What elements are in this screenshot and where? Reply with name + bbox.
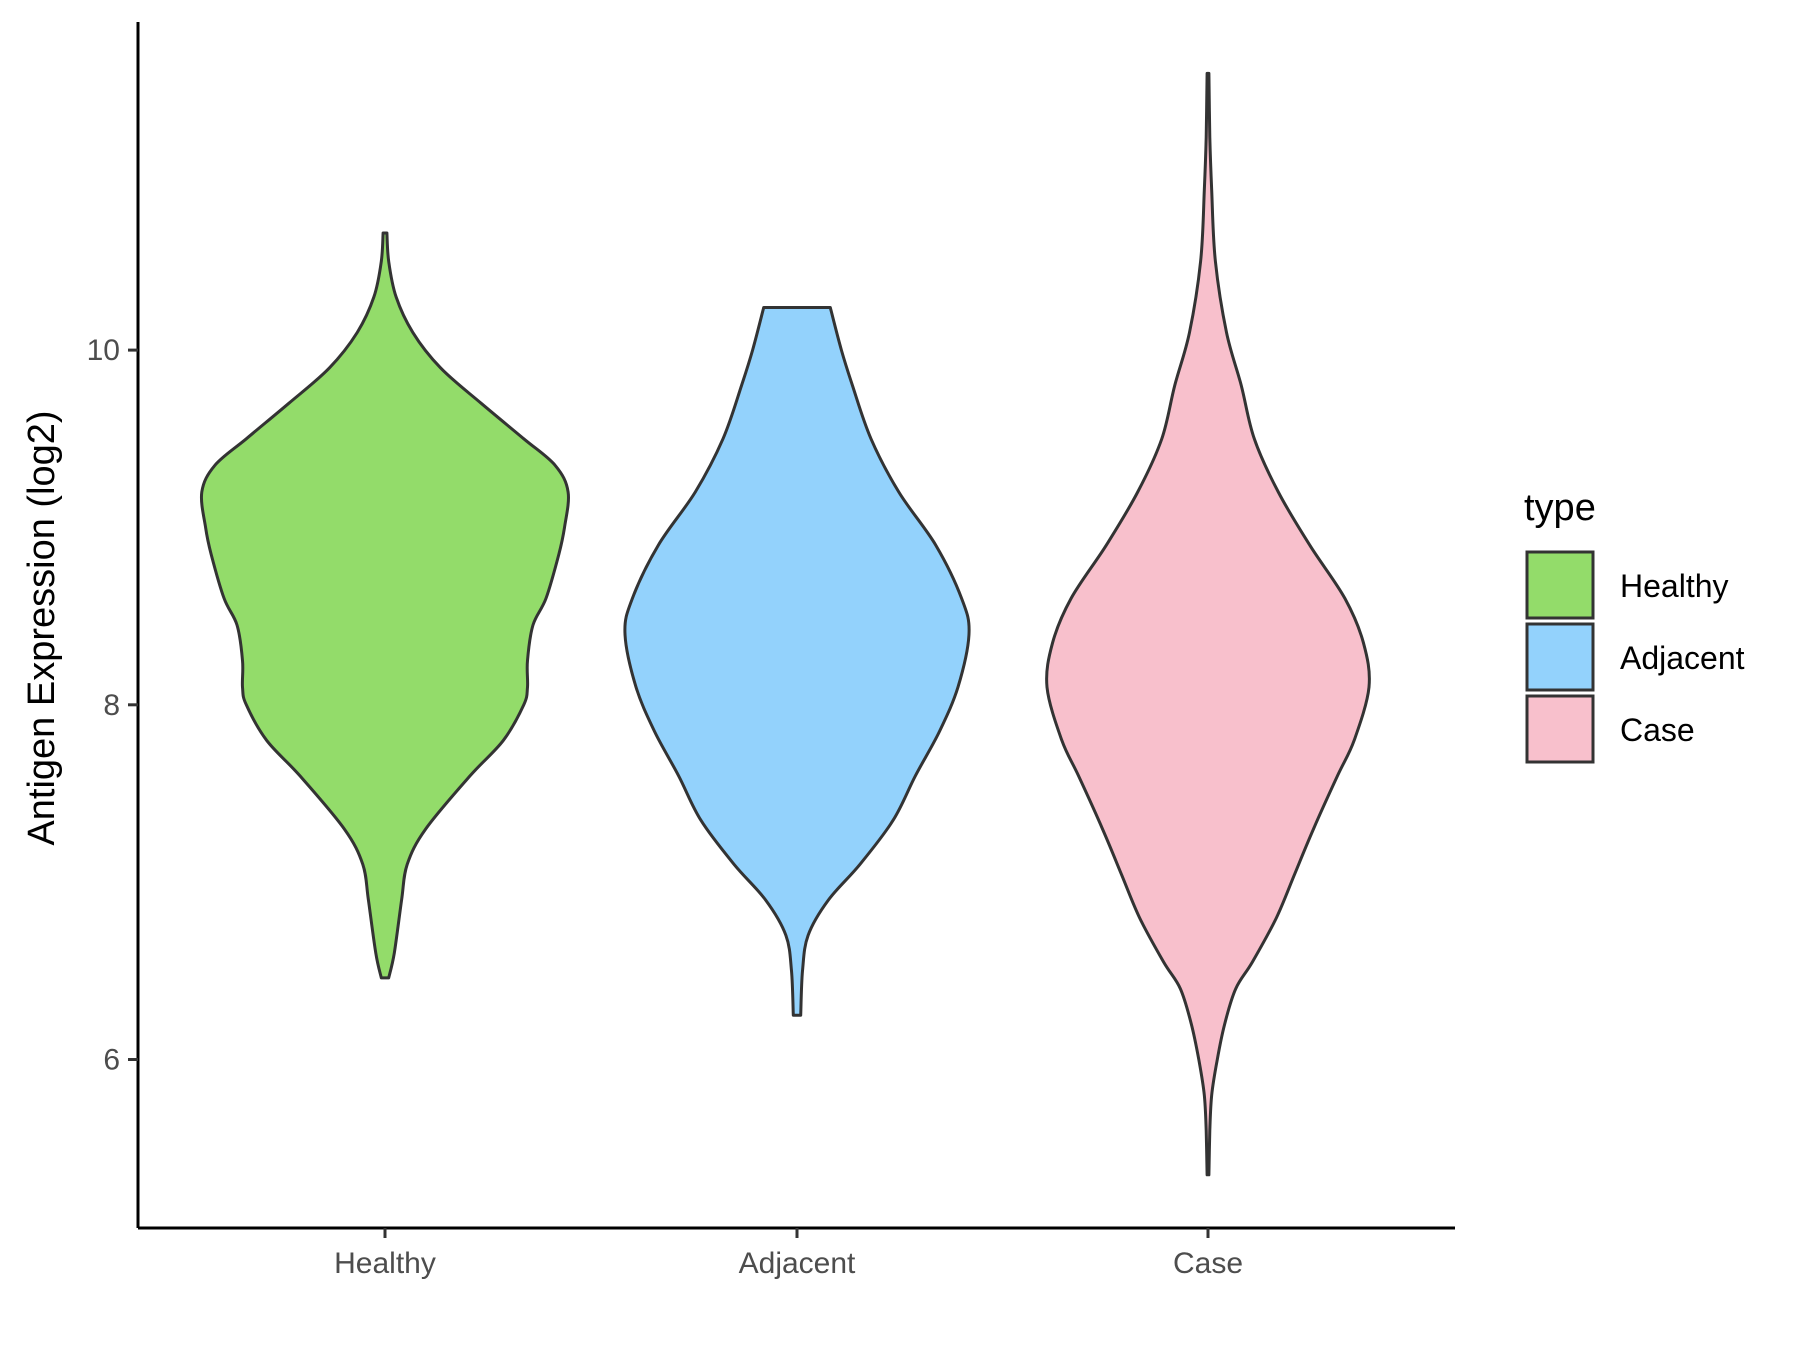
legend-swatch-healthy <box>1525 550 1595 620</box>
violin-case <box>1045 71 1371 1177</box>
legend-label-adjacent: Adjacent <box>1620 640 1745 676</box>
legend-title: type <box>1524 487 1596 529</box>
y-tick-label-6: 6 <box>103 1044 120 1077</box>
y-tick-label-10: 10 <box>87 334 120 367</box>
violin-layer <box>199 71 1371 1177</box>
axes-layer: 6 8 10 Healthy Adjacent Case <box>87 22 1455 1280</box>
legend-label-case: Case <box>1620 712 1695 748</box>
violin-healthy <box>199 231 570 980</box>
legend-swatch-adjacent <box>1525 622 1595 692</box>
y-axis-title: Antigen Expression (log2) <box>21 410 63 845</box>
legend-label-healthy: Healthy <box>1620 568 1729 604</box>
legend-swatch-case <box>1525 694 1595 764</box>
y-tick-label-8: 8 <box>103 689 120 722</box>
x-tick-label-case: Case <box>1173 1247 1243 1280</box>
violin-adjacent <box>623 306 971 1017</box>
x-tick-label-adjacent: Adjacent <box>739 1247 856 1280</box>
legend: type Healthy Adjacent Case <box>1524 487 1745 764</box>
x-tick-label-healthy: Healthy <box>334 1247 436 1280</box>
